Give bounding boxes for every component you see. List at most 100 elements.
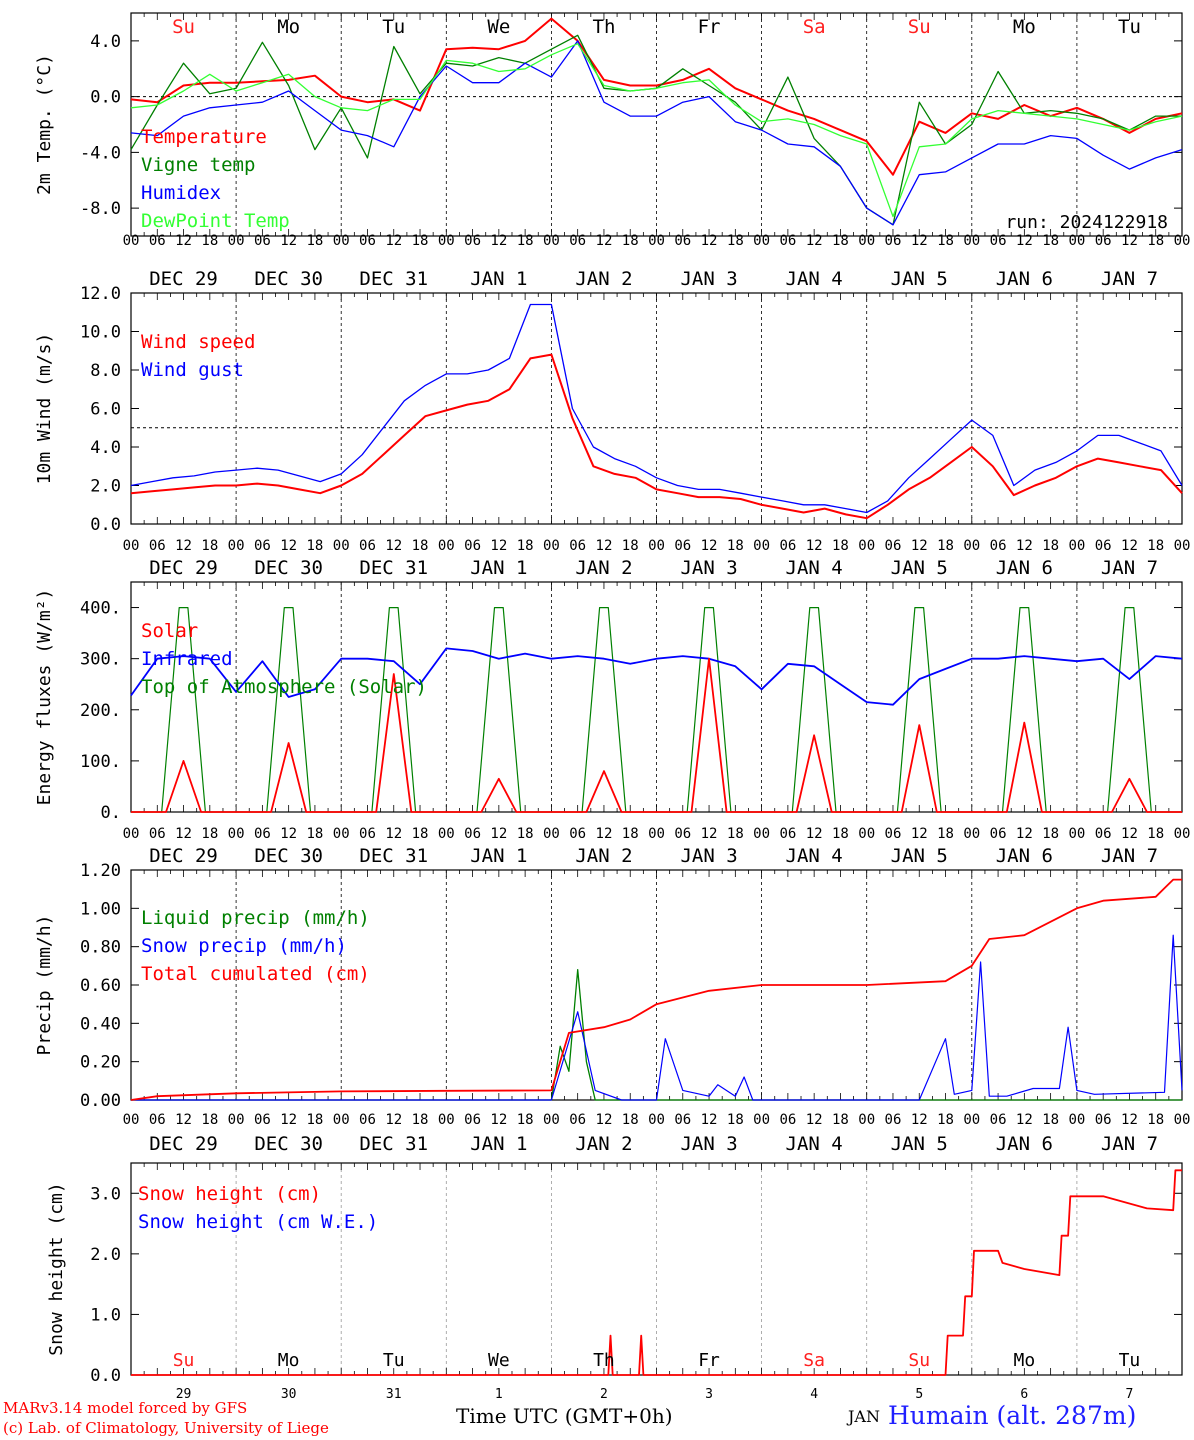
hour-tick-label: 18 [622, 826, 639, 842]
date-label: JAN 5 [891, 268, 948, 290]
y-tick-label: 4.0 [90, 438, 121, 458]
date-label: JAN 4 [786, 557, 843, 579]
y-tick-label: -8.0 [80, 199, 121, 219]
day-name-label: Su [172, 16, 195, 38]
hour-tick-label: 06 [149, 538, 166, 554]
hour-tick-label: 06 [990, 538, 1007, 554]
day-name-label: Mo [1013, 16, 1036, 38]
hour-tick-label: 00 [543, 538, 560, 554]
hour-tick-label: 18 [412, 1112, 429, 1128]
hour-tick-label: 18 [412, 233, 429, 249]
day-name-label: Tu [1119, 1350, 1141, 1371]
day-name-label: Su [173, 1350, 195, 1371]
hour-tick-label: 12 [701, 233, 718, 249]
day-name-label: Su [908, 16, 931, 38]
series-line-blue [130, 303, 1183, 514]
hour-tick-label: 18 [1042, 1112, 1059, 1128]
hour-tick-label: 06 [359, 233, 376, 249]
hour-tick-label: 00 [858, 1112, 875, 1128]
hour-tick-label: 12 [490, 538, 507, 554]
run-annotation: run: 2024122918 [1005, 212, 1168, 233]
legend-entry: Snow precip (mm/h) [141, 935, 347, 957]
hour-tick-label: 06 [990, 233, 1007, 249]
hour-tick-label: 18 [832, 538, 849, 554]
hour-tick-label: 06 [990, 826, 1007, 842]
date-number-label: 5 [915, 1387, 923, 1402]
legend-entry: Wind gust [141, 359, 244, 381]
hour-tick-label: 18 [1147, 538, 1164, 554]
hour-tick-label: 18 [1147, 826, 1164, 842]
date-number-label: 1 [495, 1387, 503, 1402]
hour-tick-label: 12 [385, 1112, 402, 1128]
hour-tick-label: 06 [464, 233, 481, 249]
date-number-label: 29 [176, 1387, 192, 1402]
date-label: JAN 6 [996, 268, 1053, 290]
hour-tick-label: 12 [701, 538, 718, 554]
hour-tick-label: 00 [1068, 538, 1085, 554]
y-tick-label: 12.0 [80, 284, 121, 304]
hour-tick-label: 12 [1016, 233, 1033, 249]
hour-tick-label: 18 [937, 826, 954, 842]
hour-tick-label: 06 [359, 826, 376, 842]
hour-tick-label: 06 [779, 826, 796, 842]
hour-tick-label: 00 [963, 1112, 980, 1128]
hour-tick-label: 00 [1068, 1112, 1085, 1128]
hour-tick-label: 18 [1042, 233, 1059, 249]
hour-tick-label: 00 [753, 538, 770, 554]
series-line-red [130, 17, 1183, 176]
hour-tick-label: 18 [517, 826, 534, 842]
hour-tick-label: 00 [753, 233, 770, 249]
hour-tick-label: 12 [596, 233, 613, 249]
y-axis-label: Snow height (cm) [46, 1182, 67, 1355]
hour-tick-label: 12 [911, 538, 928, 554]
hour-tick-label: 00 [333, 826, 350, 842]
date-label: JAN 3 [680, 1133, 737, 1155]
hour-tick-label: 00 [438, 233, 455, 249]
hour-tick-label: 18 [517, 538, 534, 554]
hour-tick-label: 06 [569, 538, 586, 554]
hour-tick-label: 12 [280, 826, 297, 842]
day-name-label: We [488, 1350, 510, 1371]
series-line-blue [130, 40, 1183, 226]
day-name-label: Fr [698, 16, 721, 38]
legend-entry: Snow height (cm) [138, 1183, 321, 1205]
legend-entry: Wind speed [141, 331, 255, 353]
hour-tick-label: 18 [1042, 538, 1059, 554]
hour-tick-label: 12 [911, 826, 928, 842]
hour-tick-label: 00 [858, 233, 875, 249]
hour-tick-label: 12 [175, 233, 192, 249]
y-tick-label: 1.0 [90, 1305, 121, 1325]
hour-tick-label: 12 [1121, 233, 1138, 249]
y-tick-label: 200. [80, 701, 121, 721]
y-tick-label: 1.00 [80, 899, 121, 919]
series-line-blue [130, 647, 1183, 706]
hour-tick-label: 12 [806, 1112, 823, 1128]
date-label: JAN 2 [575, 1133, 632, 1155]
hour-tick-label: 12 [596, 1112, 613, 1128]
hour-tick-label: 12 [596, 538, 613, 554]
hour-tick-label: 06 [569, 826, 586, 842]
hour-tick-label: 00 [333, 538, 350, 554]
date-label: JAN 5 [891, 557, 948, 579]
hour-tick-label: 00 [228, 538, 245, 554]
hour-tick-label: 06 [359, 538, 376, 554]
date-label: JAN 4 [786, 1133, 843, 1155]
series-line-red [131, 657, 1182, 813]
legend-entry: Total cumulated (cm) [141, 963, 370, 985]
legend-entry: Infrared [141, 648, 233, 670]
footer-model: MARv3.14 model forced by GFS [3, 1399, 248, 1417]
hour-tick-label: 00 [963, 233, 980, 249]
hour-tick-label: 12 [1016, 1112, 1033, 1128]
hour-tick-label: 00 [228, 233, 245, 249]
date-label: JAN 7 [1101, 1133, 1158, 1155]
hour-tick-label: 06 [254, 826, 271, 842]
hour-tick-label: 12 [490, 233, 507, 249]
hour-tick-label: 12 [1016, 826, 1033, 842]
hour-tick-label: 06 [149, 1112, 166, 1128]
legend-entry: Liquid precip (mm/h) [141, 907, 370, 929]
hour-tick-label: 12 [385, 538, 402, 554]
date-label: DEC 30 [254, 557, 323, 579]
day-name-label: We [487, 16, 510, 38]
date-label: DEC 30 [254, 1133, 323, 1155]
date-label: JAN 3 [680, 845, 737, 867]
